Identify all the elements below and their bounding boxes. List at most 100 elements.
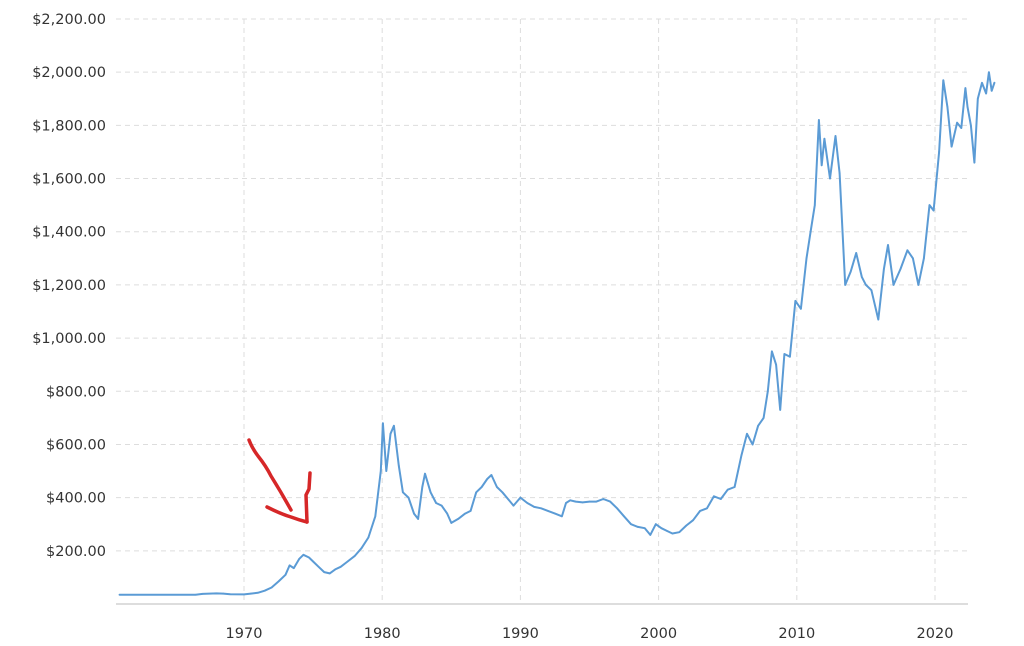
data-point: [389, 433, 392, 435]
data-point: [950, 145, 953, 148]
x-tick-label: 2010: [778, 626, 815, 642]
data-point: [713, 495, 715, 498]
data-point: [616, 507, 618, 510]
data-point: [450, 522, 453, 524]
data-point: [883, 268, 885, 270]
y-tick-label: $1,000.00: [32, 331, 106, 347]
data-point: [194, 593, 197, 596]
data-point: [855, 252, 857, 254]
data-point: [413, 512, 415, 515]
data-point: [789, 355, 791, 358]
data-point: [912, 257, 914, 260]
data-point: [393, 425, 395, 427]
data-point: [757, 425, 759, 427]
data-point: [892, 284, 895, 286]
data-point: [519, 496, 522, 499]
data-point: [928, 204, 931, 206]
data-point: [942, 79, 945, 81]
data-point: [946, 106, 949, 108]
y-axis-tick-labels: $200.00 $400.00 $600.00 $800.00 $1,000.00 $1,…: [32, 12, 106, 560]
data-point: [298, 558, 301, 560]
data-point: [706, 507, 708, 510]
y-tick-label: $600.00: [46, 437, 106, 453]
data-point: [429, 491, 432, 494]
series-layer: [118, 71, 996, 596]
data-point: [993, 82, 996, 84]
data-point: [457, 518, 460, 520]
data-point: [277, 580, 280, 583]
arrow-head-left: [265, 505, 309, 524]
y-tick-label: $1,200.00: [32, 278, 106, 294]
data-point: [486, 478, 489, 480]
data-point: [346, 560, 349, 563]
data-point: [623, 515, 625, 518]
x-tick-label: 2020: [917, 626, 954, 642]
data-point: [417, 518, 419, 520]
data-point: [775, 363, 777, 366]
data-point: [917, 284, 920, 286]
data-point: [726, 488, 729, 491]
data-point: [740, 454, 743, 456]
data-point: [215, 592, 218, 595]
data-point: [526, 502, 529, 504]
data-point: [699, 510, 701, 512]
data-point: [823, 137, 826, 140]
data-point: [496, 486, 498, 488]
data-point: [644, 527, 646, 529]
x-tick-label: 1990: [502, 626, 539, 642]
data-point: [243, 593, 245, 596]
data-point: [809, 230, 812, 233]
data-point: [660, 527, 663, 529]
data-point: [985, 92, 987, 95]
data-point: [938, 151, 940, 153]
arrow-head-right: [304, 471, 312, 524]
data-point: [800, 308, 802, 310]
data-point: [956, 121, 958, 124]
data-point: [293, 567, 295, 569]
data-point: [906, 249, 909, 252]
series-data-points: [118, 71, 996, 596]
data-point: [988, 71, 990, 73]
data-point: [637, 526, 639, 528]
data-point: [762, 417, 765, 419]
data-point: [382, 422, 384, 425]
data-point: [308, 556, 310, 559]
data-point: [829, 177, 831, 180]
arrow-shaft: [247, 438, 293, 512]
data-point: [446, 512, 449, 515]
data-point: [849, 270, 852, 273]
data-point: [353, 555, 356, 557]
x-tick-label: 1980: [364, 626, 401, 642]
data-point: [720, 498, 722, 500]
data-point: [302, 554, 305, 556]
data-point: [751, 443, 754, 446]
data-point: [334, 568, 337, 571]
data-point: [870, 289, 873, 292]
data-point: [317, 566, 320, 568]
data-point: [899, 268, 902, 270]
data-point: [540, 507, 542, 510]
data-point: [250, 592, 252, 595]
data-point: [818, 119, 820, 121]
x-axis-tick-labels: 1970 1980 1990 2000 2010 2020: [226, 626, 954, 642]
data-point: [685, 524, 687, 527]
data-point: [270, 586, 273, 589]
data-point: [339, 566, 342, 568]
data-point: [360, 547, 363, 549]
data-point: [288, 564, 291, 567]
data-point: [861, 276, 863, 278]
data-point: [771, 350, 773, 353]
data-point: [655, 523, 657, 525]
y-tick-label: $2,200.00: [32, 12, 106, 28]
data-point: [402, 491, 404, 494]
data-point: [507, 498, 509, 500]
data-point: [328, 572, 331, 575]
data-point: [814, 204, 816, 206]
data-point: [398, 464, 400, 467]
data-point: [733, 486, 736, 488]
data-point: [844, 284, 846, 286]
data-point: [323, 571, 326, 573]
data-point: [932, 209, 935, 212]
data-point: [820, 164, 823, 167]
data-point: [501, 491, 504, 494]
